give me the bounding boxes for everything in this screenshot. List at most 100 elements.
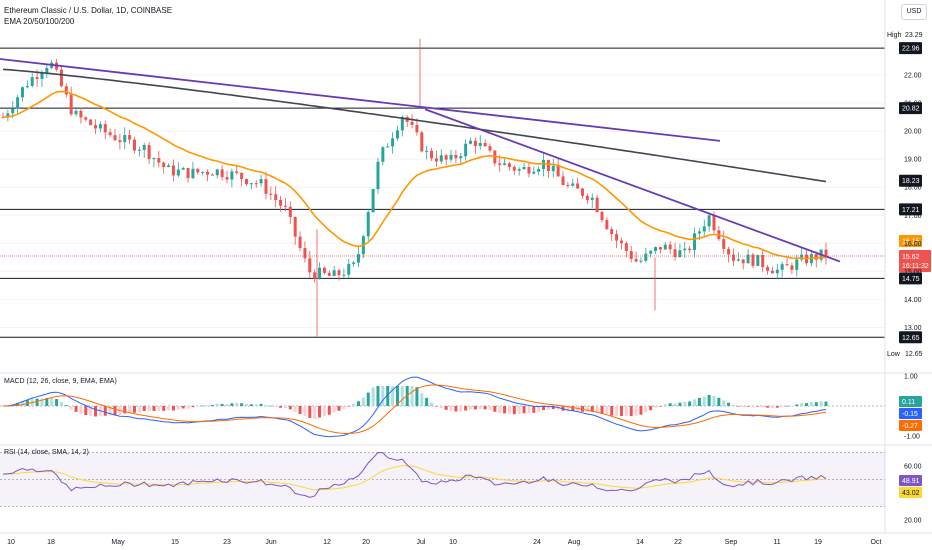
macd-histogram-bar	[571, 406, 575, 411]
candle-body	[542, 159, 546, 169]
candle-body	[800, 254, 804, 260]
macd-histogram-bar	[313, 406, 317, 419]
macd-histogram-bar	[761, 406, 765, 408]
price-tick: 13.00	[904, 325, 922, 332]
candle-body	[702, 226, 706, 232]
macd-histogram-bar	[473, 406, 477, 410]
candle-body	[600, 212, 604, 221]
candle-body	[356, 254, 360, 263]
macd-histogram-bar	[790, 405, 794, 407]
candle-body	[327, 272, 331, 276]
candle-body	[449, 154, 453, 160]
candle-body	[780, 264, 784, 270]
candle-body	[128, 135, 132, 140]
macd-histogram-bar	[780, 406, 784, 407]
macd-histogram-bar	[542, 406, 546, 411]
macd-histogram-bar	[303, 406, 307, 416]
macd-histogram-bar	[410, 386, 414, 406]
macd-histogram-bar	[444, 406, 448, 410]
candle-body	[503, 163, 507, 165]
candle-body	[210, 174, 214, 176]
macd-histogram-bar	[503, 406, 507, 414]
macd-histogram-bar	[152, 406, 156, 412]
candle-body	[697, 231, 701, 234]
candle-body	[118, 140, 122, 143]
macd-histogram-bar	[386, 386, 390, 406]
candle-body	[488, 146, 492, 151]
candle-body	[770, 270, 774, 274]
candle-body	[381, 147, 385, 162]
candle-body	[566, 184, 570, 186]
candle-body	[352, 262, 356, 264]
time-tick: 10	[7, 539, 15, 546]
macd-histogram-bar	[55, 398, 59, 406]
candle-body	[546, 159, 550, 172]
candle-body	[688, 248, 692, 251]
macd-histogram-bar	[683, 401, 687, 406]
candle-body	[35, 77, 39, 80]
candle-body	[527, 166, 531, 174]
macd-histogram-bar	[459, 406, 463, 412]
macd-histogram-bar	[50, 397, 54, 406]
macd-histogram-bar	[391, 386, 395, 406]
macd-histogram-bar	[191, 406, 195, 408]
candle-body	[517, 169, 521, 171]
candle-body	[103, 124, 107, 133]
candle-body	[240, 172, 244, 179]
macd-histogram-bar	[454, 406, 458, 412]
candle-body	[25, 85, 29, 88]
macd-histogram-bar	[634, 406, 638, 416]
currency-button[interactable]: USD	[901, 4, 927, 20]
macd-histogram-bar	[356, 401, 360, 406]
macd-histogram-bar	[298, 406, 302, 415]
macd-histogram-bar	[478, 406, 482, 410]
macd-histogram-bar	[69, 406, 73, 410]
macd-histogram-bar	[186, 406, 190, 409]
macd-histogram-bar	[673, 403, 677, 406]
macd-histogram-bar	[59, 402, 63, 406]
candle-body	[249, 183, 253, 185]
candle-body	[644, 253, 648, 261]
candle-body	[454, 154, 458, 159]
macd-histogram-bar	[35, 398, 39, 406]
candle-body	[274, 194, 278, 201]
candle-body	[201, 171, 205, 173]
ema-200-line	[2, 68, 827, 183]
candle-body	[522, 166, 526, 170]
macd-histogram-bar	[658, 406, 662, 407]
rsi-tick: 20.00	[904, 518, 922, 525]
candle-body	[308, 258, 312, 273]
macd-histogram-bar	[493, 406, 497, 412]
candle-body	[395, 130, 399, 139]
macd-histogram-bar	[171, 406, 175, 411]
candle-body	[814, 254, 818, 260]
candle-body	[425, 150, 429, 152]
candle-body	[668, 244, 672, 250]
level-badge	[899, 42, 922, 55]
macd-histogram-bar	[785, 405, 789, 407]
price-badges: 18.23 16.15 15.62 16:11:32	[899, 174, 931, 272]
ema200-badge	[899, 174, 922, 187]
macd-histogram-bar	[654, 406, 658, 408]
macd-histogram-bar	[240, 403, 244, 406]
time-tick: 20	[362, 539, 370, 546]
rsi-pane: 60.00 20.00 48.91 43.02	[0, 451, 922, 525]
candle-body	[206, 171, 210, 175]
time-tick: 24	[533, 539, 541, 546]
macd-histogram-bar	[595, 406, 599, 413]
macd-histogram-bar	[206, 405, 210, 406]
candle-body	[40, 73, 44, 80]
macd-histogram-bar	[395, 386, 399, 406]
candle-body	[152, 158, 156, 160]
candle-body	[137, 149, 141, 151]
macd-histogram-bar	[668, 403, 672, 406]
macd-histogram-bar	[727, 402, 731, 406]
trendlines	[0, 58, 841, 263]
macd-histogram-bar	[20, 401, 24, 406]
candle-body	[94, 125, 98, 129]
candle-body	[186, 168, 190, 179]
candle-body	[30, 77, 34, 86]
candle-body	[1, 117, 5, 119]
candle-body	[707, 215, 711, 227]
